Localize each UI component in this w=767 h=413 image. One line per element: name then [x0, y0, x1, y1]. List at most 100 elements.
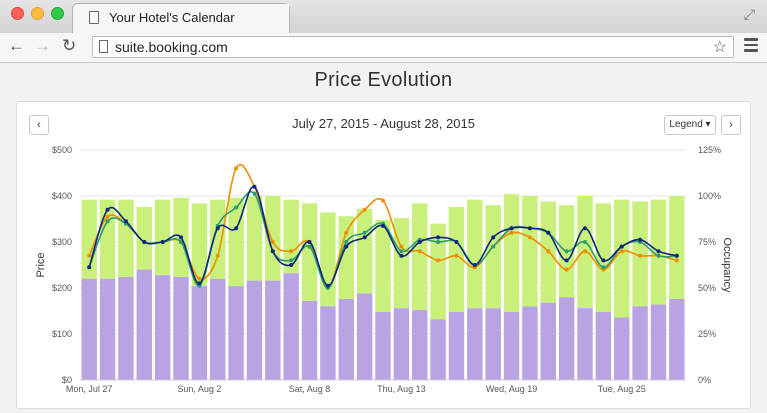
green-series-point [234, 205, 239, 210]
y2-axis-title: Occupancy [721, 237, 733, 293]
next-period-button[interactable]: › [721, 115, 741, 135]
prev-period-button[interactable]: ‹ [29, 115, 49, 135]
occupancy-own-bar [283, 273, 299, 380]
occupancy-total-bar [283, 199, 299, 274]
minimize-window-button[interactable] [31, 7, 44, 20]
navy-series-point [601, 258, 606, 263]
page-content: Price Evolution ‹ July 27, 2015 - August… [0, 63, 767, 413]
occupancy-total-bar [412, 203, 428, 311]
navy-series-point [142, 240, 147, 244]
occupancy-own-bar [540, 302, 556, 380]
occupancy-own-bar [228, 286, 244, 380]
navy-series-point [123, 219, 128, 224]
orange-series-point [215, 253, 220, 258]
x-tick-label: Sun, Aug 2 [177, 384, 221, 394]
green-series-point [583, 240, 587, 244]
orange-series-point [197, 276, 202, 281]
fullscreen-icon[interactable]: ⤢ [743, 6, 755, 22]
navy-series-point [491, 235, 496, 240]
navy-series-point [656, 249, 661, 254]
occupancy-own-bar [99, 278, 116, 380]
address-bar[interactable]: suite.booking.com ☆ [92, 36, 734, 58]
green-series-point [656, 253, 661, 258]
orange-series-point [234, 166, 239, 171]
y2-tick-label: 100% [698, 191, 721, 201]
forward-button[interactable]: → [34, 36, 51, 55]
navy-series-point [252, 184, 257, 189]
navy-series-point [546, 230, 551, 235]
date-range: July 27, 2015 - August 28, 2015 [292, 116, 475, 131]
navy-series-point [105, 207, 110, 212]
navy-series-point [674, 253, 679, 258]
browser-tab[interactable]: Your Hotel's Calendar [72, 3, 290, 33]
navy-series-point [619, 244, 624, 249]
occupancy-own-bar [136, 269, 152, 380]
navy-series-point [564, 258, 569, 263]
green-series-point [436, 240, 441, 244]
occupancy-own-bar [246, 280, 263, 380]
navy-series-point [509, 226, 514, 231]
navy-series-point [179, 235, 183, 240]
page-icon [99, 40, 108, 53]
navy-series-point [289, 263, 294, 267]
navy-series-point [381, 223, 385, 228]
occupancy-total-bar [356, 208, 373, 294]
navy-series-point [307, 240, 312, 244]
tab-bar: Your Hotel's Calendar ⤢ [0, 0, 767, 33]
orange-series-point [509, 230, 514, 235]
menu-icon[interactable] [744, 38, 758, 55]
back-button[interactable]: ← [8, 36, 25, 55]
close-window-button[interactable] [11, 7, 24, 20]
occupancy-own-bar [522, 306, 538, 380]
occupancy-own-bar [412, 310, 428, 380]
occupancy-own-bar [265, 280, 281, 380]
occupancy-total-bar [136, 207, 152, 270]
occupancy-total-bar [614, 199, 630, 318]
tab-title: Your Hotel's Calendar [109, 10, 235, 25]
occupancy-own-bar [173, 276, 189, 380]
orange-series-point [105, 214, 110, 219]
occupancy-total-bar [467, 199, 483, 309]
orange-series-point [417, 249, 422, 254]
zoom-window-button[interactable] [51, 7, 64, 20]
green-series-point [564, 249, 569, 254]
navy-series-point [160, 240, 165, 244]
y2-tick-label: 125% [698, 145, 721, 155]
y-axis-title: Price [35, 252, 47, 277]
navy-series-point [197, 281, 202, 286]
green-series-point [362, 230, 367, 235]
occupancy-own-bar [448, 311, 465, 380]
reload-button[interactable]: ↻ [62, 36, 77, 55]
orange-series-point [546, 249, 551, 254]
occupancy-total-bar [246, 196, 263, 281]
bookmark-star-icon[interactable]: ☆ [712, 39, 727, 56]
occupancy-total-bar [320, 212, 336, 307]
y-tick-label: $500 [52, 145, 72, 155]
green-series-point [105, 219, 110, 224]
occupancy-own-bar [338, 299, 354, 380]
x-tick-label: Wed, Aug 19 [486, 384, 537, 394]
url-text[interactable]: suite.booking.com [115, 39, 228, 55]
orange-series-point [381, 198, 385, 203]
navy-series-point [417, 240, 422, 244]
occupancy-own-bar [595, 311, 612, 380]
y-tick-label: $300 [52, 237, 72, 247]
occupancy-own-bar [485, 308, 501, 380]
legend-button[interactable]: Legend ▾ [664, 115, 716, 135]
navy-series-point [270, 249, 275, 254]
orange-series-point [583, 249, 587, 254]
y-tick-label: $100 [52, 329, 72, 339]
occupancy-own-bar [356, 293, 373, 380]
occupancy-total-bar [393, 218, 410, 309]
orange-series-point [344, 230, 349, 235]
occupancy-total-bar [448, 207, 465, 312]
occupancy-own-bar [632, 306, 648, 380]
green-series-point [601, 265, 606, 270]
green-series-point [179, 240, 183, 244]
occupancy-total-bar [191, 203, 208, 287]
occupancy-total-bar [669, 196, 685, 300]
occupancy-own-bar [393, 308, 410, 380]
navy-series-point [436, 235, 441, 240]
orange-series-point [674, 258, 679, 263]
